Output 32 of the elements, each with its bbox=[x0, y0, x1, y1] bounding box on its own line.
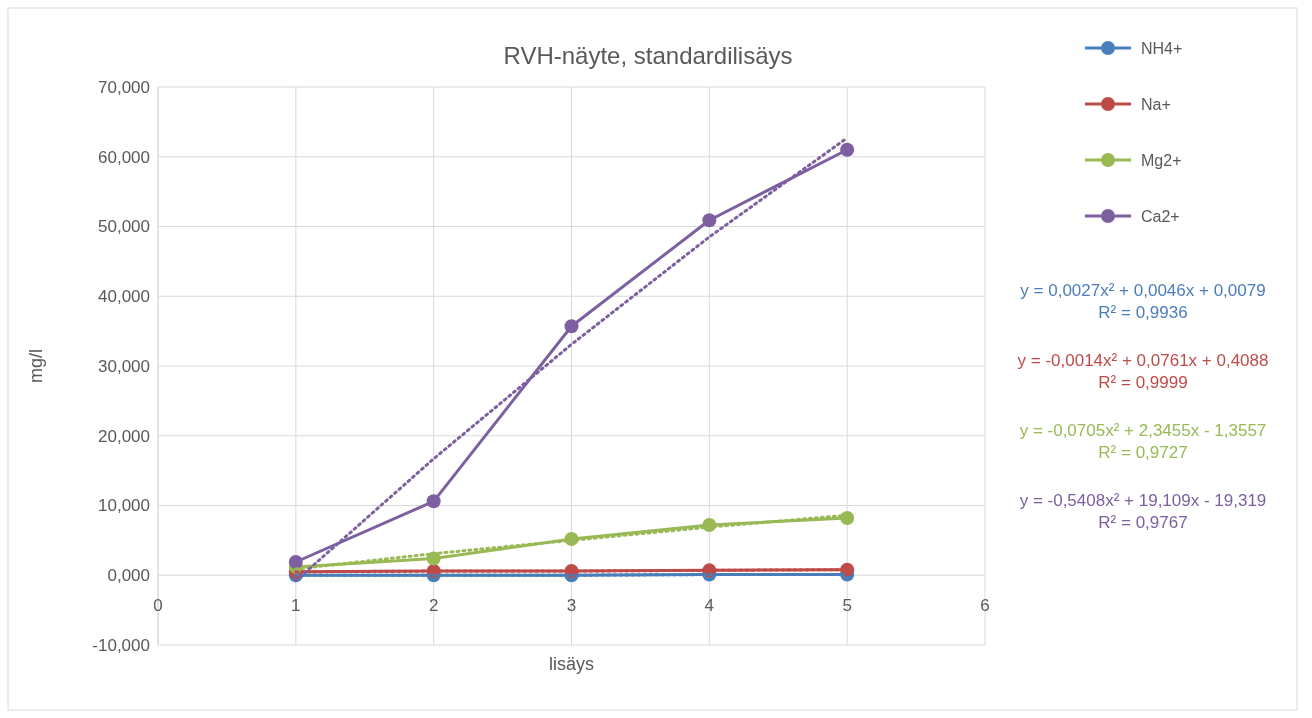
y-tick-label: -10,000 bbox=[92, 635, 150, 655]
legend-label: Mg2+ bbox=[1141, 151, 1182, 169]
point bbox=[840, 142, 855, 157]
text: y = 0,0027x² + 0,0046x + 0,0079 R² = 0,9936 bbox=[1020, 281, 1266, 322]
legend-label: Ca2+ bbox=[1141, 207, 1180, 225]
x-tick-label: 0 bbox=[153, 596, 163, 616]
y-tick-label: 20,000 bbox=[98, 426, 150, 446]
text: y = -0,0014x² + 0,0761x + 0,4088 R² = 0,9999 bbox=[1017, 351, 1269, 392]
x-tick-label: 6 bbox=[980, 596, 990, 616]
y-tick-label: 10,000 bbox=[98, 496, 150, 516]
y-tick-label: 50,000 bbox=[98, 217, 150, 237]
legend-label: NH4+ bbox=[1141, 39, 1183, 57]
x-tick-label: 3 bbox=[566, 596, 577, 616]
point bbox=[702, 213, 717, 228]
x-tick-label: 2 bbox=[428, 596, 439, 616]
x-tick-label: 5 bbox=[842, 596, 852, 616]
y-tick-label: 60,000 bbox=[98, 147, 150, 167]
x-tick-label: 4 bbox=[704, 596, 715, 616]
y-tick-label: 0,000 bbox=[107, 566, 150, 586]
point bbox=[288, 555, 303, 569]
text: y = -0,0705x² + 2,3455x - 1,3557 R² = 0,9727 bbox=[1019, 421, 1267, 462]
chart-title: RVH-näyte, standardilisäys bbox=[503, 42, 793, 69]
y-axis-title: mg/l bbox=[26, 348, 46, 384]
point bbox=[426, 494, 441, 509]
y-tick-label: 40,000 bbox=[98, 287, 150, 307]
legend-label: Na+ bbox=[1141, 95, 1171, 113]
y-tick-label: 30,000 bbox=[98, 356, 150, 376]
y-tick-label: 70,000 bbox=[98, 77, 150, 97]
text: y = -0,5408x² + 19,109x - 19,319 R² = 0,9767 bbox=[1019, 491, 1267, 532]
x-tick-label: 1 bbox=[291, 596, 301, 616]
point bbox=[564, 319, 579, 334]
x-axis-title: lisäys bbox=[548, 654, 595, 674]
